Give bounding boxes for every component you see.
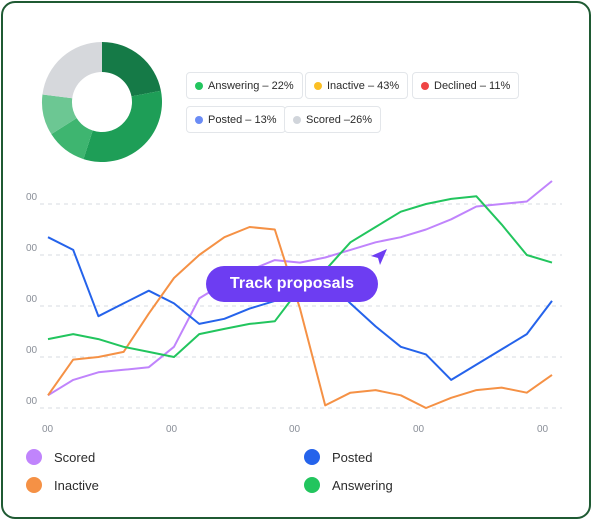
legend-chip-label: Posted – 13% — [208, 113, 277, 126]
legend-dot — [314, 81, 322, 90]
legend-dot — [26, 477, 42, 493]
x-tick-label: 00 — [289, 424, 301, 435]
series-legend-inactive[interactable]: Inactive — [26, 477, 99, 493]
donut-slice[interactable] — [102, 42, 161, 97]
legend-dot — [304, 449, 320, 465]
legend-chip-answering[interactable]: Answering – 22% — [186, 72, 303, 99]
series-line-inactive[interactable] — [47, 226, 553, 409]
series-legend-posted[interactable]: Posted — [304, 449, 372, 465]
legend-dot — [195, 81, 203, 90]
legend-chip-inactive[interactable]: Inactive – 43% — [305, 72, 409, 99]
legend-chip-declined[interactable]: Declined – 11% — [412, 72, 520, 99]
cursor-arrow-icon — [371, 249, 387, 265]
y-tick-label: 00 — [26, 294, 38, 305]
y-tick-label: 00 — [26, 345, 38, 356]
legend-dot — [26, 449, 42, 465]
tooltip-label: Track proposals — [229, 275, 355, 292]
legend-dot — [195, 115, 203, 124]
series-legend-label: Answering — [332, 477, 393, 493]
legend-chip-posted[interactable]: Posted – 13% — [186, 106, 286, 133]
legend-chip-label: Inactive – 43% — [327, 79, 400, 92]
legend-chip-label: Declined – 11% — [434, 79, 511, 92]
legend-dot — [304, 477, 320, 493]
series-legend-answering[interactable]: Answering — [304, 477, 393, 493]
legend-chip-label: Scored –26% — [306, 113, 373, 126]
y-tick-label: 00 — [26, 243, 38, 254]
y-tick-label: 00 — [26, 396, 38, 407]
series-line-scored[interactable] — [47, 180, 553, 397]
legend-chip-label: Answering – 22% — [208, 79, 294, 92]
x-tick-label: 00 — [537, 424, 549, 435]
donut-slice[interactable] — [83, 90, 162, 163]
donut-slice[interactable] — [42, 42, 102, 99]
track-proposals-tooltip[interactable]: Track proposals — [206, 266, 378, 302]
donut-slice[interactable] — [51, 118, 93, 160]
series-legend-label: Posted — [332, 449, 373, 465]
x-tick-label: 00 — [166, 424, 178, 435]
series-legend-label: Scored — [54, 449, 96, 465]
series-legend-label: Inactive — [54, 477, 99, 493]
series-legend-scored[interactable]: Scored — [26, 449, 95, 465]
y-tick-label: 00 — [26, 192, 38, 203]
legend-chip-scored[interactable]: Scored –26% — [284, 106, 382, 133]
x-tick-label: 00 — [42, 424, 54, 435]
donut-chart — [42, 42, 162, 163]
x-tick-label: 00 — [413, 424, 425, 435]
legend-dot — [293, 115, 301, 124]
donut-slice[interactable] — [42, 94, 77, 135]
legend-dot — [421, 81, 429, 90]
